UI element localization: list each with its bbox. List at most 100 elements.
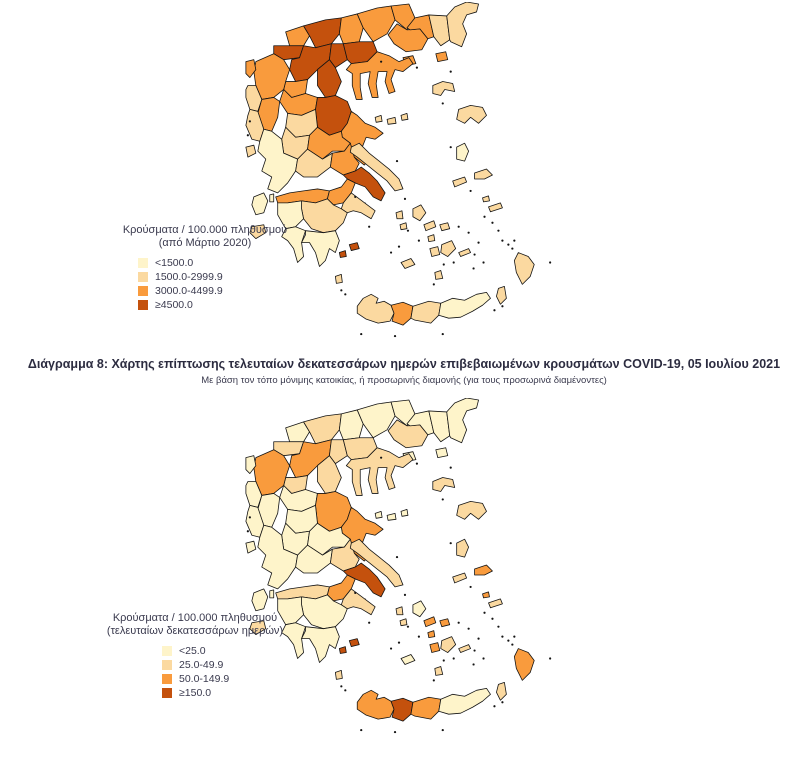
legend-label: <1500.0 — [155, 256, 194, 269]
region-samothrace — [435, 51, 449, 63]
region-samos — [474, 168, 493, 180]
legend-label: 3000.0-4499.9 — [155, 284, 223, 297]
islet-dot — [449, 146, 452, 149]
region-lefkada — [245, 144, 257, 158]
legend-label: <25.0 — [179, 644, 206, 657]
islet-dot — [340, 289, 343, 292]
region-samos — [474, 564, 493, 576]
region-sporades — [374, 112, 409, 125]
islet-dot — [389, 647, 393, 650]
islet-dot — [246, 530, 249, 533]
islet-dot — [368, 621, 371, 624]
region-florina — [285, 25, 310, 47]
islet-dot — [482, 261, 485, 264]
legend-row: ≥150.0 — [162, 686, 310, 699]
islet-dot — [415, 66, 418, 69]
legend-row: 25.0-49.9 — [162, 658, 310, 671]
legend-items: <1500.0 1500.0-2999.9 3000.0-4499.9 ≥4500.0 — [90, 256, 320, 311]
region-syros — [427, 234, 436, 243]
region-chania — [356, 689, 395, 720]
region-preveza — [245, 108, 265, 142]
legend-items: <25.0 25.0-49.9 50.0-149.9 ≥150.0 — [80, 644, 310, 699]
islet-dot — [441, 102, 444, 105]
legend-label: ≥150.0 — [179, 686, 212, 699]
legend-14days: Κρούσματα / 100.000 πληθυσμού (τελευταίω… — [80, 612, 310, 700]
islet-dot — [467, 231, 470, 234]
figure-title: Διάγραμμα 8: Χάρτης επίπτωσης τελευταίων… — [27, 357, 781, 371]
region-pella — [303, 413, 342, 445]
legend-swatch — [162, 645, 172, 656]
region-imathia — [329, 439, 348, 465]
greece-choropleth-map-cumulative — [245, 2, 552, 338]
region-tinos — [423, 220, 437, 232]
islet-dot — [417, 635, 420, 638]
islet-dot — [477, 637, 480, 640]
islet-dot — [449, 70, 452, 73]
region-andros — [412, 204, 427, 222]
islet-dot — [441, 332, 444, 336]
region-tinos — [423, 616, 437, 628]
region-lemnos — [432, 477, 456, 492]
islet-dot — [354, 195, 357, 198]
islet-dot — [344, 293, 347, 296]
islet-dot — [482, 657, 485, 660]
legend-title-line1: Κρούσματα / 100.000 πληθυσμού — [112, 612, 278, 624]
islet-dot — [473, 253, 476, 256]
legend-row: <25.0 — [162, 644, 310, 657]
region-laconia — [301, 626, 340, 663]
islet-dot — [406, 625, 410, 628]
legend-row: 3000.0-4499.9 — [138, 284, 320, 297]
region-serres — [356, 401, 396, 439]
islet-dot — [491, 221, 494, 224]
region-karpathos — [496, 681, 507, 701]
region-paros — [429, 246, 441, 257]
region-imathia — [329, 43, 348, 69]
region-aetolia — [257, 524, 298, 590]
region-chania — [356, 293, 395, 324]
islet-dot — [406, 229, 410, 232]
islet-dot — [483, 611, 486, 614]
islet-dot — [403, 197, 407, 200]
legend-row: 50.0-149.9 — [162, 672, 310, 685]
region-lemnos — [432, 81, 456, 96]
region-kythira — [334, 670, 343, 680]
legend-title-line1: Κρούσματα / 100.000 πληθυσμού — [122, 224, 288, 236]
islet-dot — [511, 247, 514, 250]
islet-dot — [395, 555, 399, 559]
region-lesvos — [456, 501, 487, 520]
islet-dot — [473, 649, 476, 652]
region-evia — [349, 538, 404, 588]
islet-dot — [549, 657, 552, 660]
region-messenia — [281, 622, 306, 659]
islet-dot — [415, 462, 418, 465]
region-zakynthos — [249, 620, 267, 636]
region-aetolia — [257, 128, 298, 194]
region-rhodes — [513, 648, 535, 681]
legend-row: <1500.0 — [138, 256, 320, 269]
region-kythira — [334, 274, 343, 284]
islet-dot — [395, 159, 399, 163]
islet-dot — [344, 689, 347, 692]
region-mykonos — [439, 618, 451, 628]
islet-dot — [417, 239, 420, 242]
region-kefalonia — [251, 192, 275, 216]
islet-dot — [497, 229, 500, 232]
region-corfu — [245, 59, 257, 78]
islet-dot — [432, 283, 435, 286]
region-kos — [488, 598, 503, 609]
region-samothrace — [435, 447, 449, 459]
legend-label: 25.0-49.9 — [179, 658, 224, 671]
islet-dot — [507, 243, 510, 246]
legend-title: Κρούσματα / 100.000 πληθυσμού (από Μάρτι… — [90, 224, 320, 249]
region-santorini — [434, 270, 444, 280]
region-evros — [446, 2, 479, 48]
islet-dot — [477, 241, 480, 244]
region-milos — [400, 258, 416, 269]
region-amorgos — [458, 248, 471, 257]
region-messenia — [281, 226, 306, 263]
region-karpathos — [496, 285, 507, 305]
region-andros — [412, 600, 427, 618]
islet-dot — [549, 261, 552, 264]
islet-dot — [452, 657, 455, 660]
islet-dot — [457, 225, 460, 228]
